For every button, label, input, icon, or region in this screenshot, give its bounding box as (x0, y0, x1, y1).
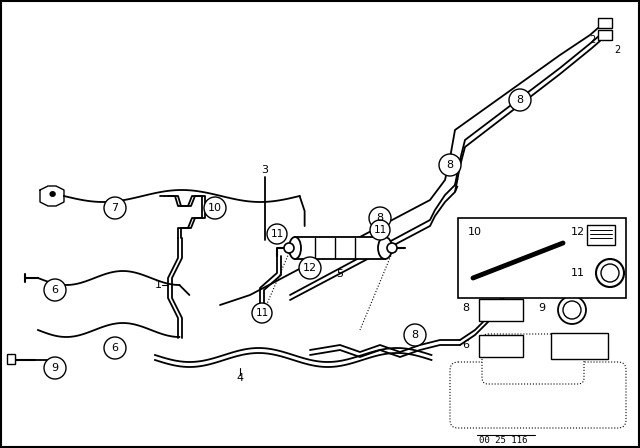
Text: 4: 4 (236, 373, 244, 383)
Text: 2: 2 (614, 45, 620, 55)
Text: 8: 8 (447, 160, 454, 170)
Circle shape (284, 243, 294, 253)
Circle shape (370, 220, 390, 240)
Circle shape (596, 259, 624, 287)
FancyBboxPatch shape (598, 30, 612, 40)
Text: 11: 11 (373, 225, 387, 235)
Circle shape (563, 301, 581, 319)
Circle shape (387, 243, 397, 253)
FancyBboxPatch shape (482, 334, 584, 384)
Text: 8: 8 (516, 95, 524, 105)
Circle shape (558, 296, 586, 324)
Text: 00 25 116: 00 25 116 (479, 435, 527, 444)
Text: 3: 3 (262, 165, 269, 175)
FancyBboxPatch shape (295, 237, 385, 259)
Circle shape (404, 324, 426, 346)
Text: 7: 7 (111, 203, 118, 213)
Circle shape (439, 154, 461, 176)
FancyBboxPatch shape (479, 299, 523, 321)
FancyBboxPatch shape (458, 218, 626, 298)
Text: 9: 9 (51, 363, 59, 373)
Text: 1: 1 (154, 280, 161, 290)
FancyBboxPatch shape (450, 362, 626, 428)
Text: 2: 2 (589, 35, 595, 45)
Ellipse shape (289, 237, 301, 259)
Text: 8: 8 (376, 213, 383, 223)
FancyBboxPatch shape (479, 335, 523, 357)
Circle shape (601, 264, 619, 282)
FancyBboxPatch shape (587, 225, 615, 245)
Circle shape (44, 357, 66, 379)
Text: 11: 11 (270, 229, 284, 239)
Circle shape (44, 279, 66, 301)
Circle shape (509, 89, 531, 111)
FancyBboxPatch shape (551, 333, 608, 359)
Text: 9: 9 (538, 303, 545, 313)
Text: 6: 6 (111, 343, 118, 353)
Text: 8: 8 (462, 303, 469, 313)
Text: 8: 8 (412, 330, 419, 340)
FancyBboxPatch shape (7, 354, 15, 364)
Circle shape (267, 224, 287, 244)
Text: 11: 11 (255, 308, 269, 318)
Circle shape (204, 197, 226, 219)
Text: 6: 6 (51, 285, 58, 295)
Text: 5: 5 (337, 269, 344, 279)
Text: 6: 6 (462, 340, 469, 350)
Circle shape (299, 257, 321, 279)
Text: 12: 12 (303, 263, 317, 273)
Text: 7: 7 (538, 340, 545, 350)
Circle shape (104, 337, 126, 359)
Text: 10: 10 (468, 227, 482, 237)
Ellipse shape (378, 237, 392, 259)
Circle shape (252, 303, 272, 323)
Text: 10: 10 (208, 203, 222, 213)
Circle shape (104, 197, 126, 219)
Text: 12: 12 (571, 227, 585, 237)
FancyBboxPatch shape (598, 18, 612, 28)
Text: •: • (45, 186, 59, 206)
Circle shape (369, 207, 391, 229)
Text: 11: 11 (571, 268, 585, 278)
